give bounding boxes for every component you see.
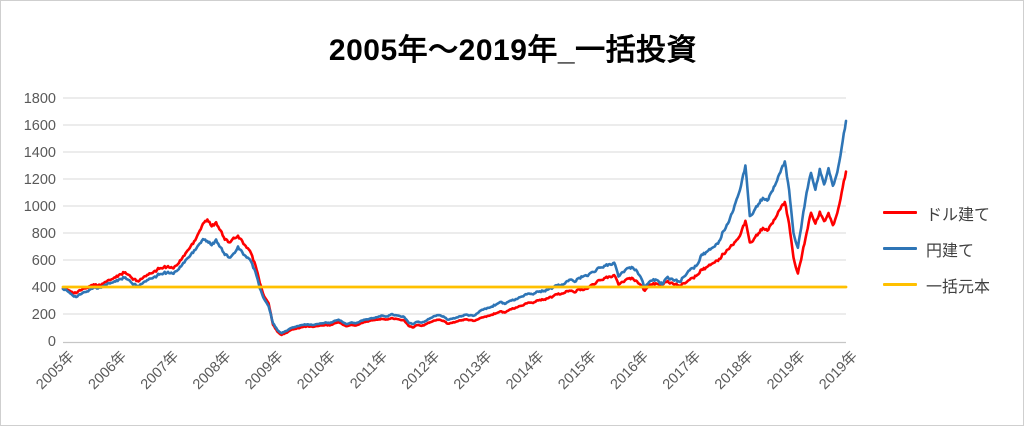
y-tick-label: 1000 [24,199,56,215]
x-tick-label: 2012年 [398,348,443,393]
y-tick-label: 1600 [24,118,56,134]
series-yen-line [61,119,848,335]
legend: ドル建て円建て一括元本 [883,202,991,296]
y-tick-label: 600 [32,253,56,269]
x-tick-label: 2017年 [659,348,704,393]
y-tick-label: 1200 [24,172,56,188]
x-tick-label: 2011年 [347,348,391,392]
legend-item-dollar: ドル建て [883,202,991,224]
y-tick-label: 0 [48,334,56,350]
x-tick-label: 2019年 [816,348,861,393]
x-tick-label: 2008年 [189,348,234,393]
x-tick-label: 2016年 [607,348,652,393]
legend-swatch-icon [883,211,917,214]
x-tick-label: 2013年 [450,348,495,393]
y-axis-tick-labels: 0 200 400 600 800 1000 1200 1400 1600 1800 [24,91,56,350]
x-tick-label: 2019年 [764,348,809,393]
legend-label: 円建て [926,242,975,260]
x-tick-label: 2005年 [33,348,78,393]
y-tick-label: 1800 [24,91,56,107]
legend-label: ドル建て [926,206,991,224]
x-tick-label: 2006年 [85,348,130,393]
x-axis-tick-labels: 2005年 2006年 2007年 2008年 2009年 2010年 2011年 2012年… [33,348,861,393]
gridlines [63,97,846,315]
x-tick-label: 2018年 [711,348,756,393]
x-tick-label: 2014年 [503,348,548,393]
x-tick-label: 2007年 [137,348,182,393]
y-tick-label: 800 [32,226,56,242]
legend-label: 一括元本 [926,278,991,296]
legend-swatch-icon [883,283,917,286]
legend-item-principal: 一括元本 [883,274,991,296]
series-dollar-line [61,170,848,337]
x-tick-label: 2015年 [555,348,600,393]
y-tick-label: 400 [32,280,56,296]
y-tick-label: 1400 [24,145,56,161]
chart-title: 2005年～2019年_一括投資 [328,34,698,67]
x-tick-label: 2010年 [294,348,339,393]
y-tick-label: 200 [32,307,56,323]
x-tick-label: 2009年 [242,348,287,393]
legend-swatch-icon [883,247,917,250]
legend-item-yen: 円建て [883,238,990,260]
